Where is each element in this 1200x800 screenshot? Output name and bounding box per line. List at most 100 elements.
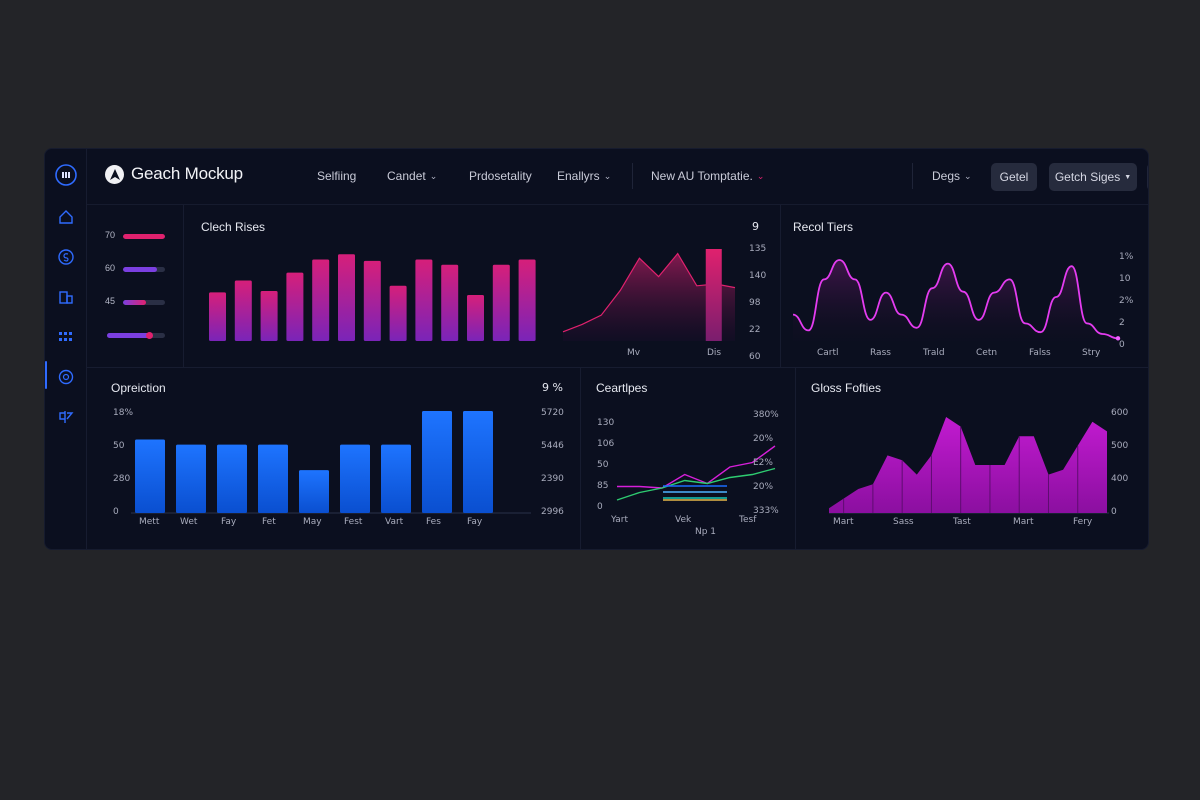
y-axis-tick-label: 380% bbox=[753, 410, 779, 420]
slider-panel: 70 60 45 bbox=[89, 209, 183, 365]
nav-item-label: Prdosetality bbox=[469, 169, 532, 183]
nav-item-5[interactable]: New AU Tomptatie. ⌄ bbox=[651, 169, 764, 183]
bar bbox=[258, 444, 288, 513]
bar bbox=[463, 411, 493, 513]
top-navigation-bar: Geach Mockup Selfiing Candet ⌄ Prdosetali… bbox=[87, 149, 1148, 205]
series-line bbox=[616, 467, 776, 501]
area-fill bbox=[563, 253, 735, 341]
x-axis-tick-label: Fes bbox=[426, 517, 441, 527]
x-axis-tick-label: Vek bbox=[675, 515, 692, 525]
slider-knob[interactable] bbox=[145, 332, 153, 339]
getel-button[interactable]: Getel bbox=[991, 163, 1037, 191]
x-axis-tick-label: Fet bbox=[262, 517, 276, 527]
y-axis-tick-label: 50 bbox=[597, 460, 609, 470]
x-axis-tick-label: Sass bbox=[893, 517, 914, 527]
bar bbox=[209, 292, 226, 341]
slider-fill bbox=[123, 300, 147, 305]
y-axis-tick-label: 85 bbox=[597, 481, 609, 491]
slider-track[interactable] bbox=[123, 267, 165, 272]
x-axis-tick-label: Fay bbox=[467, 517, 483, 527]
bar bbox=[389, 285, 407, 341]
app-logo-icon bbox=[105, 164, 124, 184]
x-axis-tick-label: Yart bbox=[611, 515, 629, 525]
apps-icon[interactable] bbox=[56, 327, 76, 347]
line-chart bbox=[792, 259, 1121, 341]
x-axis-tick-label: Fest bbox=[344, 517, 363, 527]
bar bbox=[217, 444, 247, 513]
x-axis-tick-label: Stry bbox=[1082, 348, 1101, 358]
nav-item-2[interactable]: Candet ⌄ bbox=[387, 169, 437, 183]
grid-icon[interactable] bbox=[55, 164, 77, 186]
y-axis-tick-label: 20% bbox=[753, 482, 774, 492]
x-axis-tick-label: Fay bbox=[221, 517, 237, 527]
coin-icon[interactable] bbox=[56, 247, 76, 267]
bar bbox=[286, 272, 304, 341]
slider-value-label: 60 bbox=[105, 263, 116, 273]
toolbar-divider bbox=[912, 163, 913, 189]
bar bbox=[422, 411, 452, 513]
slider-track[interactable] bbox=[107, 332, 165, 339]
y-axis-tick-label: 50 bbox=[113, 441, 125, 451]
x-axis-tick-label: Falss bbox=[1029, 348, 1051, 358]
bar bbox=[441, 264, 459, 341]
getch-siges-button[interactable]: Getch Siges ▼ bbox=[1049, 163, 1137, 191]
caret-down-icon: ▼ bbox=[1124, 173, 1132, 181]
x-axis-tick-label: Vart bbox=[385, 517, 404, 527]
series-line bbox=[617, 445, 776, 489]
x-axis-tick-label: Trald bbox=[923, 348, 945, 358]
panel-corner-value: 9 bbox=[752, 220, 759, 233]
slider-fill bbox=[107, 333, 149, 338]
panel-title: Gloss Fofties bbox=[811, 381, 882, 395]
area-fill bbox=[793, 260, 1118, 341]
bar bbox=[338, 254, 355, 341]
nav-item-1[interactable]: Selfiing bbox=[317, 169, 356, 183]
x-axis-tick-label: Cetn bbox=[976, 348, 998, 358]
slider-fill bbox=[123, 267, 158, 272]
bar bbox=[299, 470, 329, 513]
y-axis-tick-label: 140 bbox=[749, 271, 767, 281]
panel-title: Clech Rises bbox=[201, 220, 266, 234]
dropdown-label: Degs bbox=[932, 169, 961, 183]
bar bbox=[234, 280, 252, 341]
search-button[interactable] bbox=[1147, 163, 1148, 191]
bar-chart bbox=[209, 254, 536, 341]
y-axis-tick-label: 1% bbox=[1119, 252, 1134, 262]
y-axis-tick-label: 0 bbox=[1119, 340, 1125, 350]
y-axis-tick-label: 333% bbox=[753, 506, 779, 516]
slider-value-label: 45 bbox=[105, 296, 116, 306]
degs-dropdown[interactable]: Degs ⌄ bbox=[932, 169, 972, 183]
home-icon[interactable] bbox=[56, 207, 76, 227]
y-axis-tick-label: 10 bbox=[1119, 274, 1131, 284]
x-axis-tick-label: Mart bbox=[833, 517, 854, 527]
area-chart bbox=[829, 417, 1109, 514]
history-icon[interactable] bbox=[56, 367, 76, 387]
nav-item-4[interactable]: Enallyrs ⌄ bbox=[557, 169, 611, 183]
building-icon[interactable] bbox=[56, 287, 76, 307]
bar bbox=[176, 444, 206, 513]
col-divider bbox=[780, 205, 781, 367]
x-axis-sub-label: Np 1 bbox=[695, 527, 717, 537]
nav-item-3[interactable]: Prdosetality bbox=[469, 169, 532, 183]
y-axis-tick-label: 600 bbox=[1111, 408, 1129, 418]
line-chart bbox=[616, 445, 776, 501]
app-title: Geach Mockup bbox=[131, 164, 243, 183]
y-axis-tick-label: 280 bbox=[113, 474, 131, 484]
y-axis-tick-label: 135 bbox=[749, 244, 767, 254]
brand[interactable]: Geach Mockup bbox=[105, 164, 243, 184]
y-axis-tick-label: 2390 bbox=[541, 474, 564, 484]
bar bbox=[415, 259, 433, 341]
slider-track[interactable] bbox=[123, 234, 165, 239]
y-axis-tick-label: 98 bbox=[749, 298, 761, 308]
y-axis-tick-label: 5446 bbox=[541, 441, 564, 451]
slider-value-label: 70 bbox=[105, 230, 116, 240]
x-axis-tick-label: Rass bbox=[870, 348, 891, 358]
bar bbox=[260, 291, 278, 341]
y-axis-tick-label: 500 bbox=[1111, 441, 1129, 451]
slider-track[interactable] bbox=[123, 300, 165, 305]
y-axis-tick-label: 2 bbox=[1119, 318, 1125, 328]
area-fill bbox=[829, 417, 1107, 513]
y-axis-tick-label: 18% bbox=[113, 408, 134, 418]
bar bbox=[467, 295, 484, 341]
y-axis-tick-label: 130 bbox=[597, 418, 615, 428]
chart-split-icon[interactable] bbox=[56, 407, 76, 427]
